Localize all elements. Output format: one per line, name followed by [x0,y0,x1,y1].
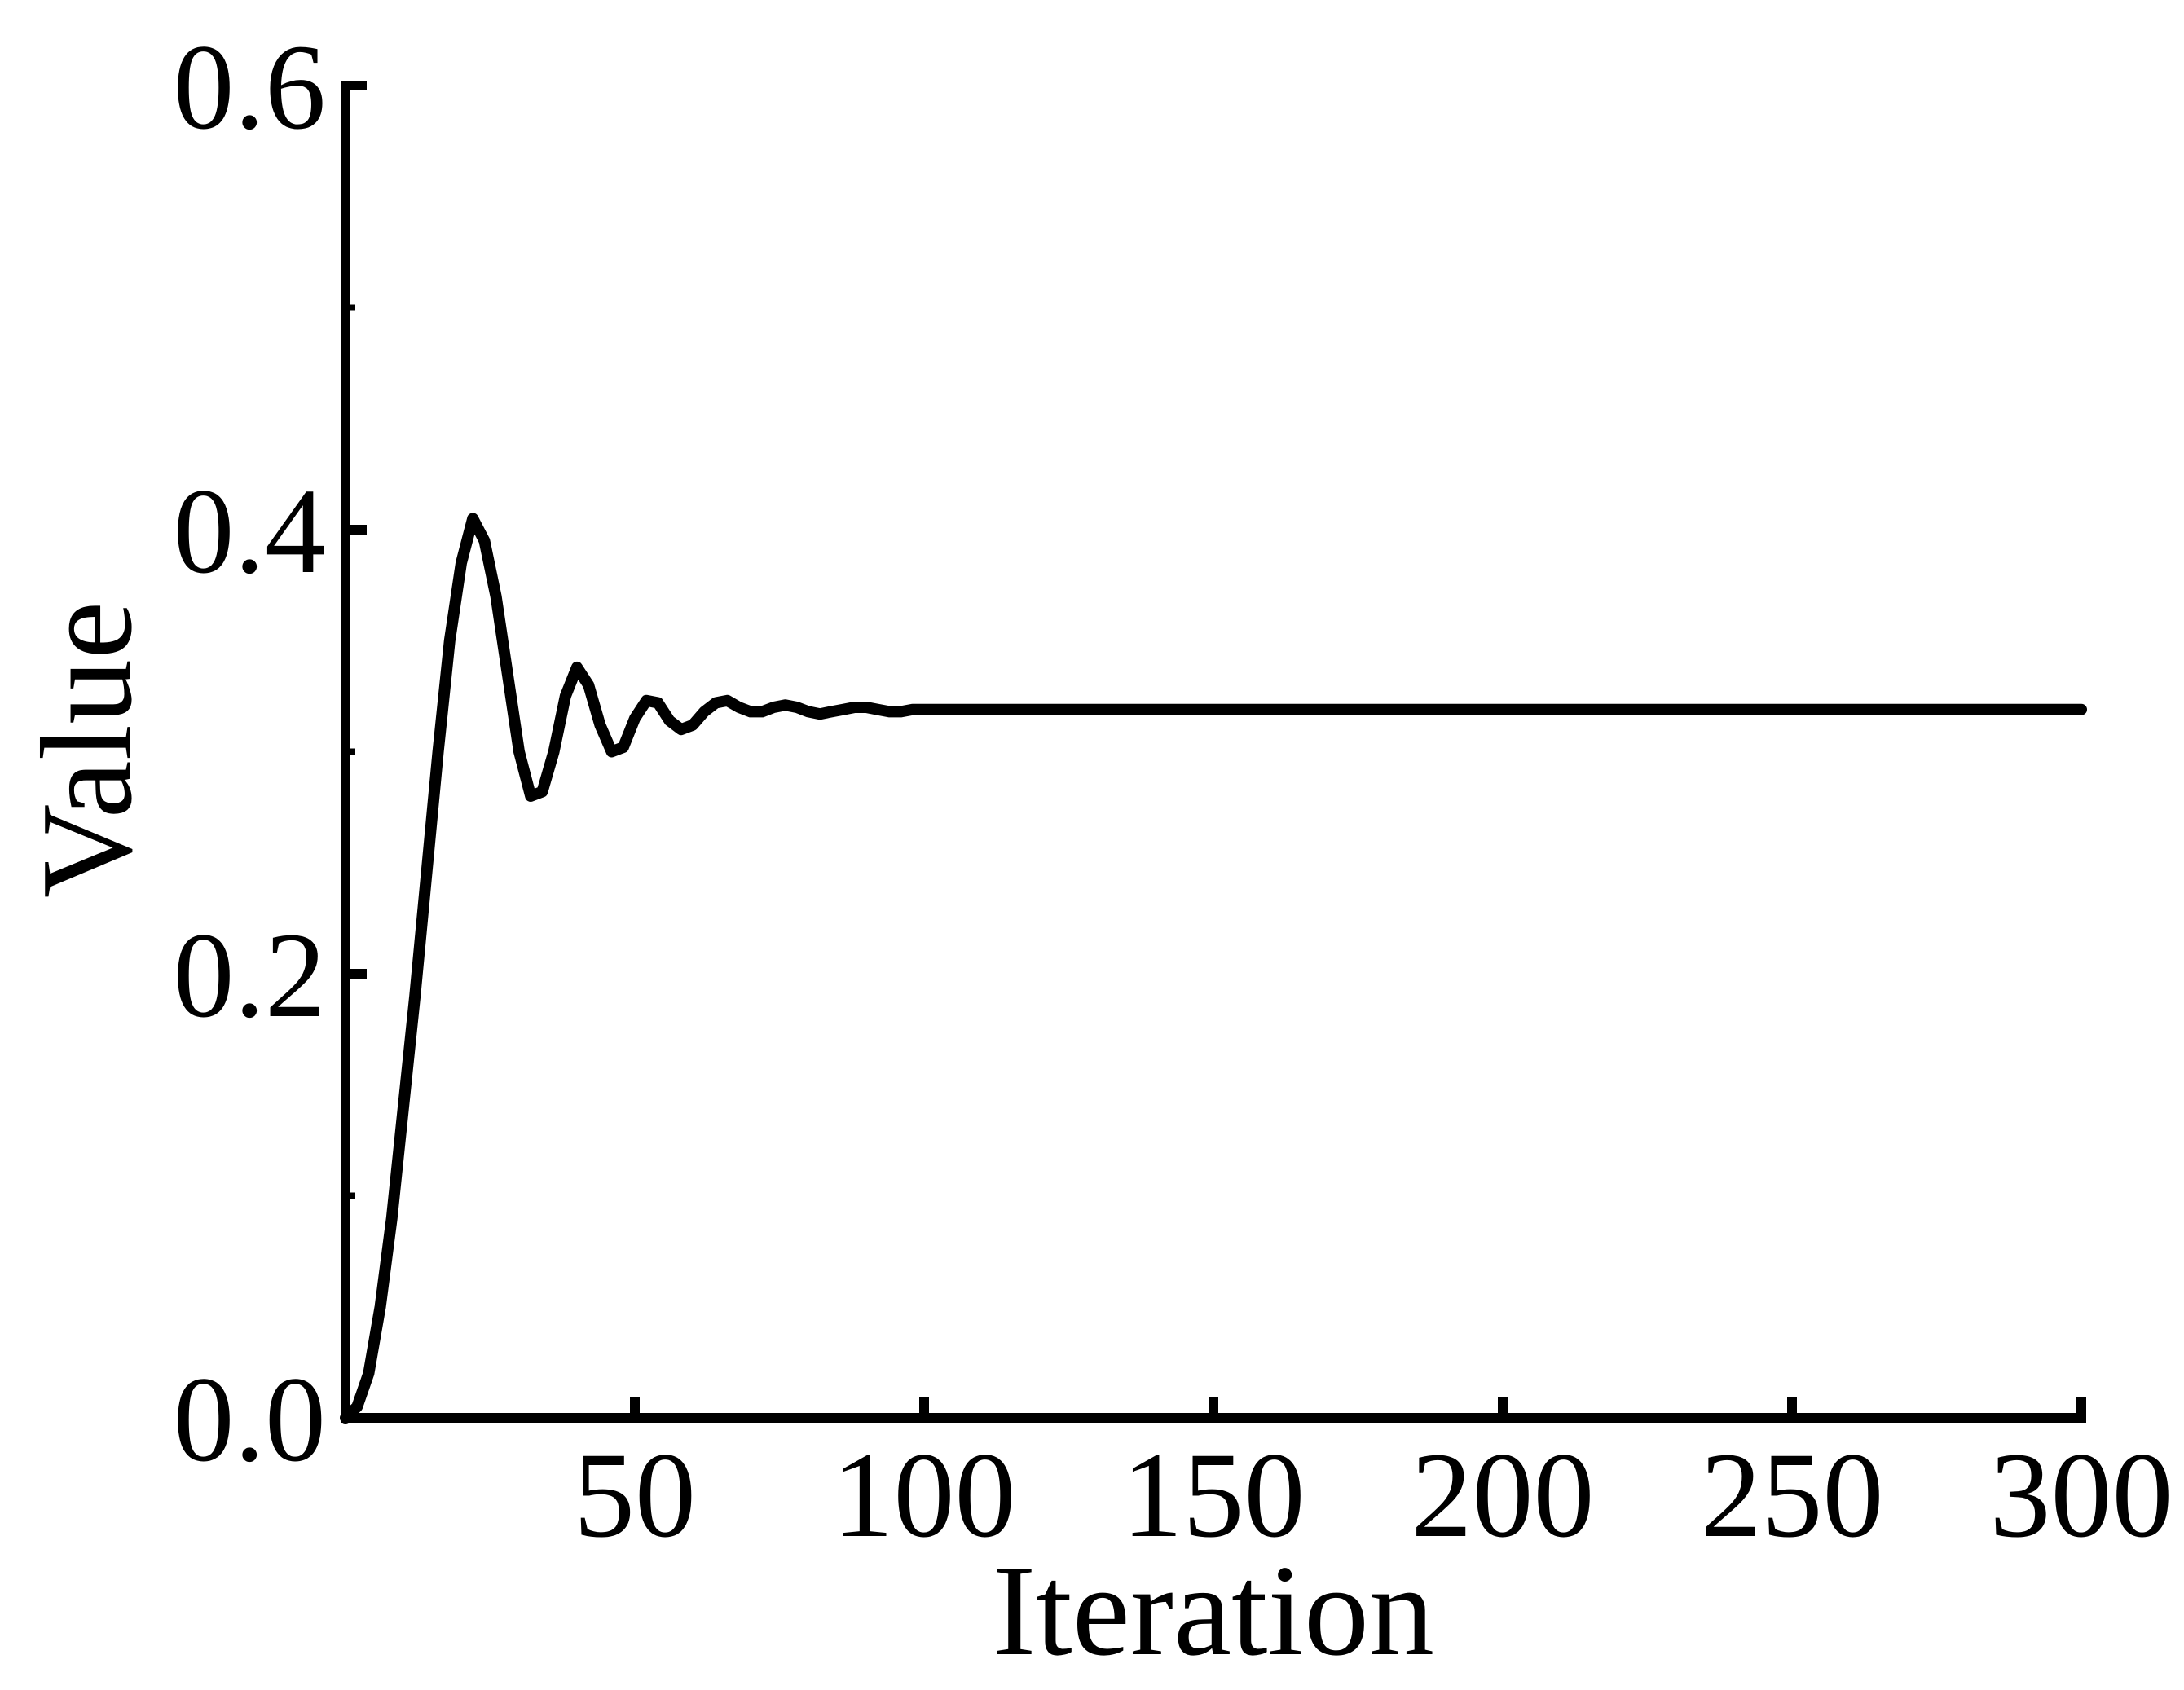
chart-ticks: 50 100 150 200 250 300 0.0 0.2 0.4 0.6 [174,20,2173,1563]
y-tick-label: 0.0 [174,1352,327,1487]
y-axis-title: Value [14,601,159,898]
y-tick-label: 0.2 [174,908,327,1043]
x-tick-label: 100 [833,1428,1016,1563]
x-tick-label: 50 [574,1428,696,1563]
y-tick-label: 0.6 [174,20,327,155]
series-line-0 [340,513,2087,1424]
plot-area [340,513,2087,1424]
x-tick-label: 200 [1411,1428,1595,1563]
x-tick-label: 150 [1122,1428,1306,1563]
x-tick-label: 300 [1990,1428,2173,1563]
x-tick-label: 250 [1701,1428,1884,1563]
y-tick-label: 0.4 [174,464,327,599]
x-axis-title: Iteration [993,1538,1434,1683]
